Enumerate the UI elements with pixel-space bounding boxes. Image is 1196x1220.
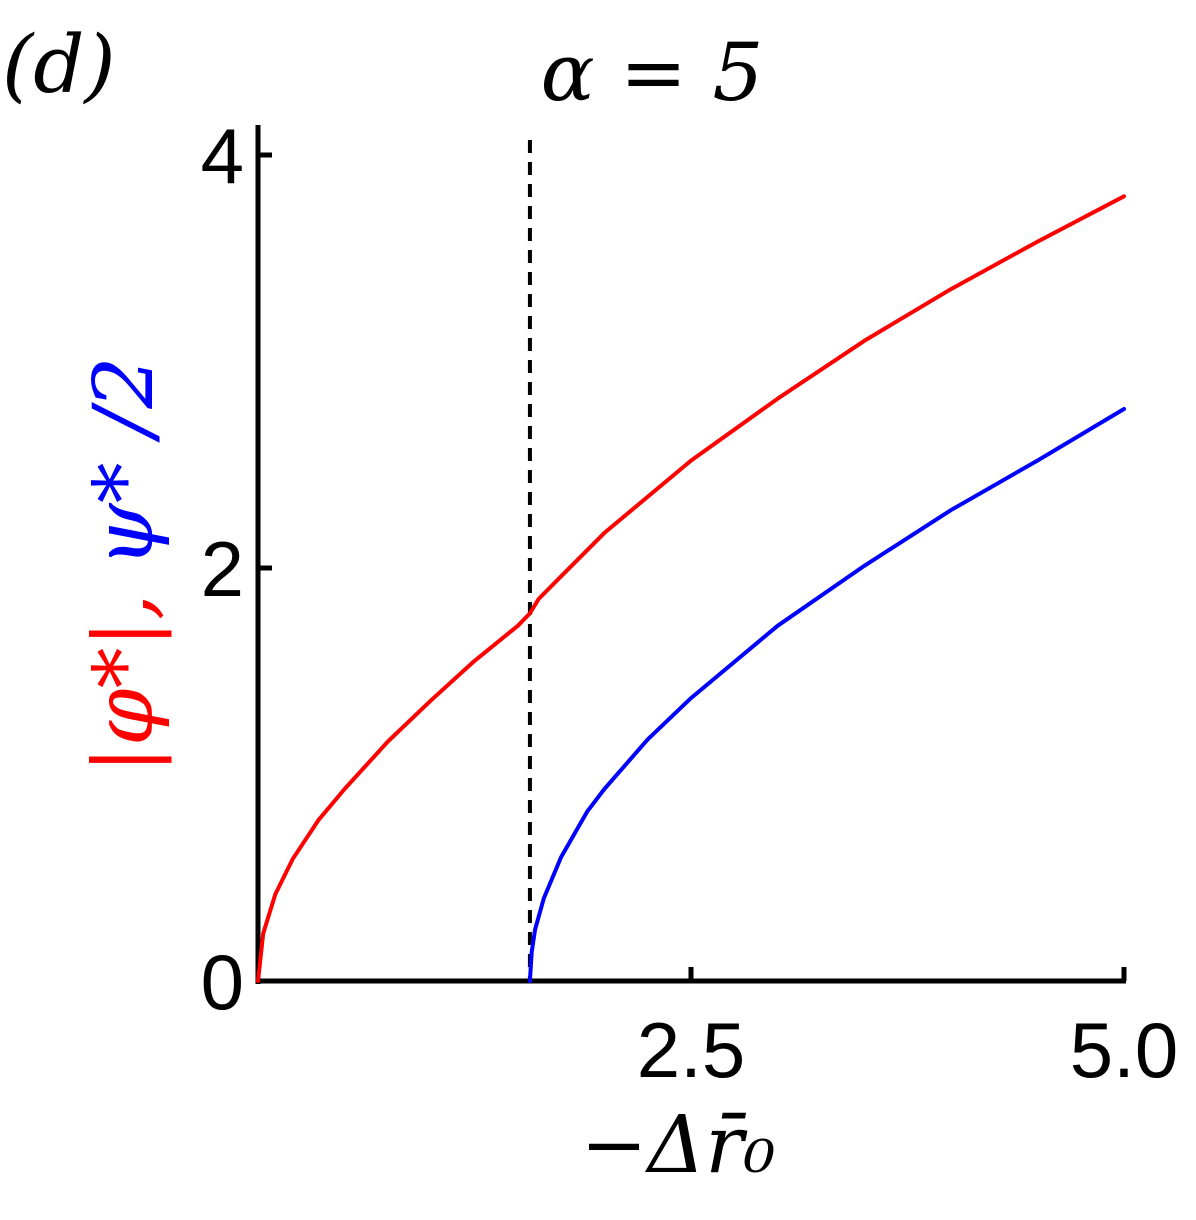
series-line-blue <box>527 407 1126 983</box>
y-tick-label: 2 <box>201 525 244 613</box>
y-axis-label-part: ψ* /2 <box>77 357 172 568</box>
y-tick-label: 0 <box>201 938 244 1026</box>
y-axis-label-part: |φ*| <box>77 620 172 774</box>
x-tick-label: 2.5 <box>637 1006 745 1094</box>
y-axis-label-part: , <box>77 568 172 620</box>
plot-area: 0 2 4 2.5 5.0 <box>201 112 1179 1094</box>
x-axis-label: −Δr̄₀ <box>580 1098 775 1191</box>
x-tick-label: 5.0 <box>1070 1006 1178 1094</box>
y-axis-label: |φ*|, ψ* /2 <box>77 357 172 774</box>
chart-title: α = 5 <box>541 26 764 119</box>
y-tick-label: 4 <box>201 112 244 200</box>
panel-label: (d) <box>2 18 116 111</box>
series-line-red <box>256 194 1126 983</box>
